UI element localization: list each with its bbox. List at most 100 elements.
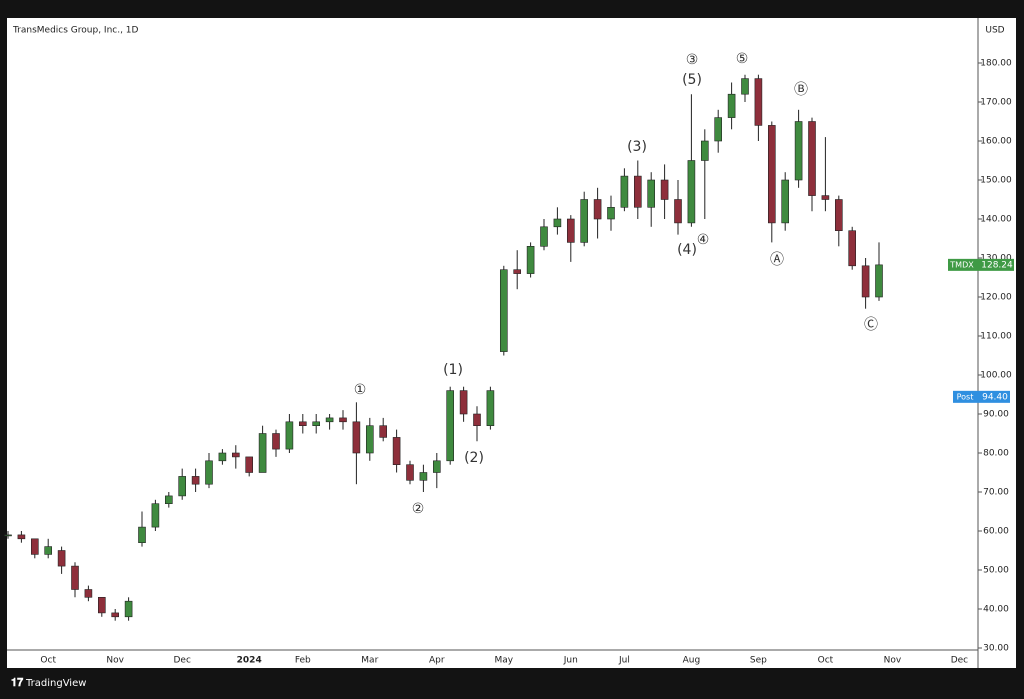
x-tick-label: Dec bbox=[951, 656, 968, 666]
y-tick-label: 110.00 bbox=[980, 332, 1012, 342]
candle-body bbox=[848, 230, 857, 267]
last-price-value: 128.24 bbox=[981, 260, 1013, 270]
candle-body bbox=[473, 413, 481, 426]
candle-body bbox=[138, 526, 146, 543]
x-tick-label: Nov bbox=[106, 656, 124, 666]
candle-body bbox=[459, 390, 468, 415]
candle-body bbox=[392, 437, 401, 465]
candle-body bbox=[205, 460, 213, 485]
y-tick-label: 180.00 bbox=[980, 59, 1012, 69]
y-tick-label: 160.00 bbox=[980, 137, 1012, 147]
wave-label: (1) bbox=[443, 362, 463, 378]
candle-body bbox=[432, 460, 441, 473]
candle-body bbox=[875, 264, 883, 298]
footer-brand: TradingView bbox=[25, 678, 86, 689]
x-tick-label: Oct bbox=[818, 656, 834, 666]
candle-body bbox=[84, 589, 93, 598]
candle-body bbox=[861, 265, 870, 298]
candle-body bbox=[821, 195, 830, 200]
wave-label: ⑤ bbox=[736, 51, 749, 67]
y-tick-label: 30.00 bbox=[983, 644, 1009, 654]
candle-body bbox=[687, 160, 696, 224]
y-tick-label: 100.00 bbox=[980, 371, 1012, 381]
last-price-symbol: TMDX bbox=[949, 260, 974, 269]
candle-body bbox=[339, 417, 347, 423]
wave-label: (2) bbox=[464, 450, 484, 466]
candle-body bbox=[352, 421, 361, 454]
y-tick-label: 90.00 bbox=[983, 410, 1009, 420]
wave-label: ① bbox=[354, 382, 367, 398]
candle-body bbox=[419, 472, 428, 481]
post-price-tag: Post bbox=[957, 392, 974, 401]
candle-body bbox=[232, 452, 240, 458]
candle-body bbox=[700, 140, 709, 161]
y-tick-label: 40.00 bbox=[983, 605, 1009, 615]
candle-body bbox=[794, 121, 803, 181]
candle-body bbox=[17, 534, 26, 540]
candle-body bbox=[499, 269, 508, 352]
candle-body bbox=[178, 476, 186, 497]
candle-body bbox=[258, 433, 267, 473]
candle-body bbox=[124, 600, 133, 618]
x-tick-label: Mar bbox=[361, 656, 378, 666]
candle-body bbox=[781, 179, 790, 224]
candle-body bbox=[647, 179, 656, 208]
candle-body bbox=[593, 199, 602, 220]
y-tick-label: 80.00 bbox=[983, 449, 1009, 459]
candle-body bbox=[566, 218, 575, 243]
y-tick-label: 120.00 bbox=[980, 293, 1012, 303]
candle-body bbox=[44, 546, 53, 555]
candle-body bbox=[365, 425, 374, 454]
candle-body bbox=[406, 464, 414, 481]
candle-body bbox=[446, 390, 455, 462]
candle-body bbox=[4, 534, 12, 537]
x-tick-label: Aug bbox=[683, 656, 701, 666]
x-tick-label: Oct bbox=[40, 656, 56, 666]
wave-label: (4) bbox=[677, 242, 697, 258]
candle-body bbox=[714, 117, 723, 142]
candle-body bbox=[767, 125, 776, 224]
logo-mark: 𝟏𝟕 bbox=[11, 676, 24, 689]
chart-area bbox=[7, 18, 1016, 668]
candle-body bbox=[486, 390, 495, 427]
candle-body bbox=[620, 175, 629, 208]
candle-body bbox=[660, 179, 669, 200]
candle-body bbox=[808, 121, 816, 196]
x-tick-label: 2024 bbox=[237, 656, 262, 666]
y-tick-label: 70.00 bbox=[983, 488, 1009, 498]
x-tick-label: May bbox=[494, 656, 513, 666]
x-tick-label: Feb bbox=[295, 656, 311, 666]
x-tick-label: Sep bbox=[750, 656, 767, 666]
y-tick-label: 140.00 bbox=[980, 215, 1012, 225]
candle-body bbox=[553, 218, 562, 228]
candle-body bbox=[165, 495, 173, 504]
candle-body bbox=[245, 456, 253, 473]
candle-body bbox=[834, 199, 843, 232]
x-tick-label: Nov bbox=[884, 656, 902, 666]
candle-body bbox=[151, 503, 160, 528]
currency: USD bbox=[985, 26, 1004, 36]
post-price-badge bbox=[953, 390, 1010, 403]
chart-title: TransMedics Group, Inc., 1D bbox=[12, 26, 139, 36]
candle-body bbox=[312, 421, 321, 426]
candle-body bbox=[633, 175, 642, 208]
wave-label: Ⓐ bbox=[770, 252, 784, 268]
y-tick-label: 130.00 bbox=[980, 254, 1012, 264]
candle-body bbox=[57, 550, 66, 567]
candle-body bbox=[741, 78, 749, 95]
candle-body bbox=[580, 199, 589, 243]
candle-body bbox=[218, 452, 227, 462]
y-tick-label: 50.00 bbox=[983, 566, 1009, 576]
y-tick-label: 60.00 bbox=[983, 527, 1009, 537]
wave-label: ② bbox=[412, 501, 425, 517]
x-tick-label: Dec bbox=[173, 656, 190, 666]
wave-label: (5) bbox=[682, 72, 702, 88]
wave-label: Ⓑ bbox=[794, 82, 808, 98]
candle-body bbox=[98, 596, 106, 614]
candle-body bbox=[298, 421, 307, 426]
candle-body bbox=[727, 93, 736, 118]
candle-body bbox=[285, 421, 294, 450]
candle-body bbox=[379, 425, 388, 438]
